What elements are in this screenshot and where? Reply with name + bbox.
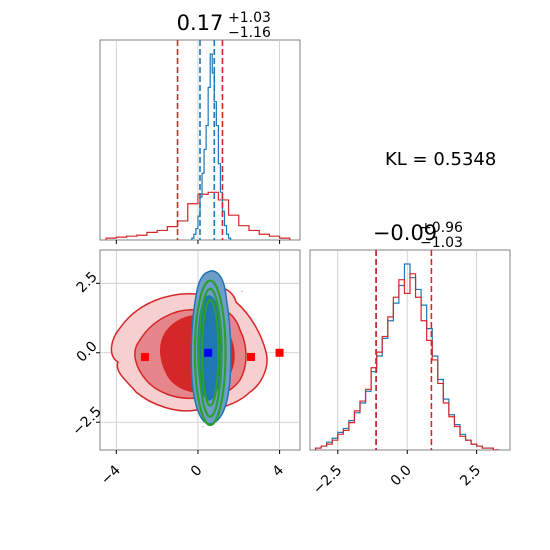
panel3-grid: [337, 250, 478, 450]
panel2-green-ellipse-1: [197, 287, 223, 418]
panel3-x-tick-label-2: 2.5: [457, 462, 484, 489]
panel2-marker-3: [275, 348, 284, 357]
panel1-blue-histogram: [191, 53, 232, 240]
panel3-title-lower-error: −1.03: [420, 235, 463, 251]
panel3-quantile-lines: [375, 250, 433, 450]
panel2-green-ellipse-0: [200, 298, 220, 407]
panel3-title: −0.09: [373, 221, 437, 245]
panel3-tick-labels: −2.5 0.0 2.5: [310, 450, 484, 498]
panel1-title-upper-error: +1.03: [228, 10, 271, 26]
kl-divergence-label: KL = 0.5348: [385, 149, 496, 170]
panel2-scatter-point: [202, 425, 204, 428]
panel3-title-value: −0.09: [373, 221, 437, 245]
panel3-x-tick-label-0: −2.5: [310, 462, 345, 497]
panel-param2-histogram: −2.5 0.0 2.5: [309, 249, 511, 498]
panel2-green-ellipse-2: [193, 279, 227, 427]
panel2-x-tick-label-2: 4: [270, 462, 288, 480]
panel1-histograms: [105, 53, 291, 240]
panel2-marker-0: [204, 348, 213, 357]
panel2-green-ellipses: [193, 279, 227, 427]
panel2-markers: [140, 348, 284, 361]
panel2-y-tick-label-2: 2.5: [74, 269, 101, 296]
panel2-marker-2: [247, 352, 256, 361]
panel-param1-histogram: [99, 39, 301, 244]
panel3-x-tick-label-1: 0.0: [388, 462, 415, 489]
panel1-title: 0.17: [177, 11, 224, 35]
panel2-x-tick-label-1: 0: [188, 462, 206, 480]
panel1-quantile-lines: [176, 40, 224, 240]
panel-2d-contour: −4 0 4−2.50.02.5: [69, 249, 301, 488]
panel2-x-tick-label-0: −4: [98, 462, 124, 488]
panel2-marker-1: [140, 352, 149, 361]
panel2-scatter-point: [241, 290, 244, 293]
panel1-title-value: 0.17: [177, 11, 224, 35]
panel1-title-lower-error: −1.16: [228, 25, 271, 41]
panel3-title-upper-error: +0.96: [420, 220, 463, 236]
panel2-y-tick-label-1: 0.0: [74, 338, 101, 365]
panel1-x-tick-marks: [115, 240, 281, 244]
panel1-grid: [115, 40, 280, 240]
panel3-red-histogram: [314, 273, 499, 450]
panel3-blue-histogram: [314, 263, 499, 450]
panel3-histograms: [314, 263, 499, 450]
panel1-red-histogram: [105, 191, 291, 240]
